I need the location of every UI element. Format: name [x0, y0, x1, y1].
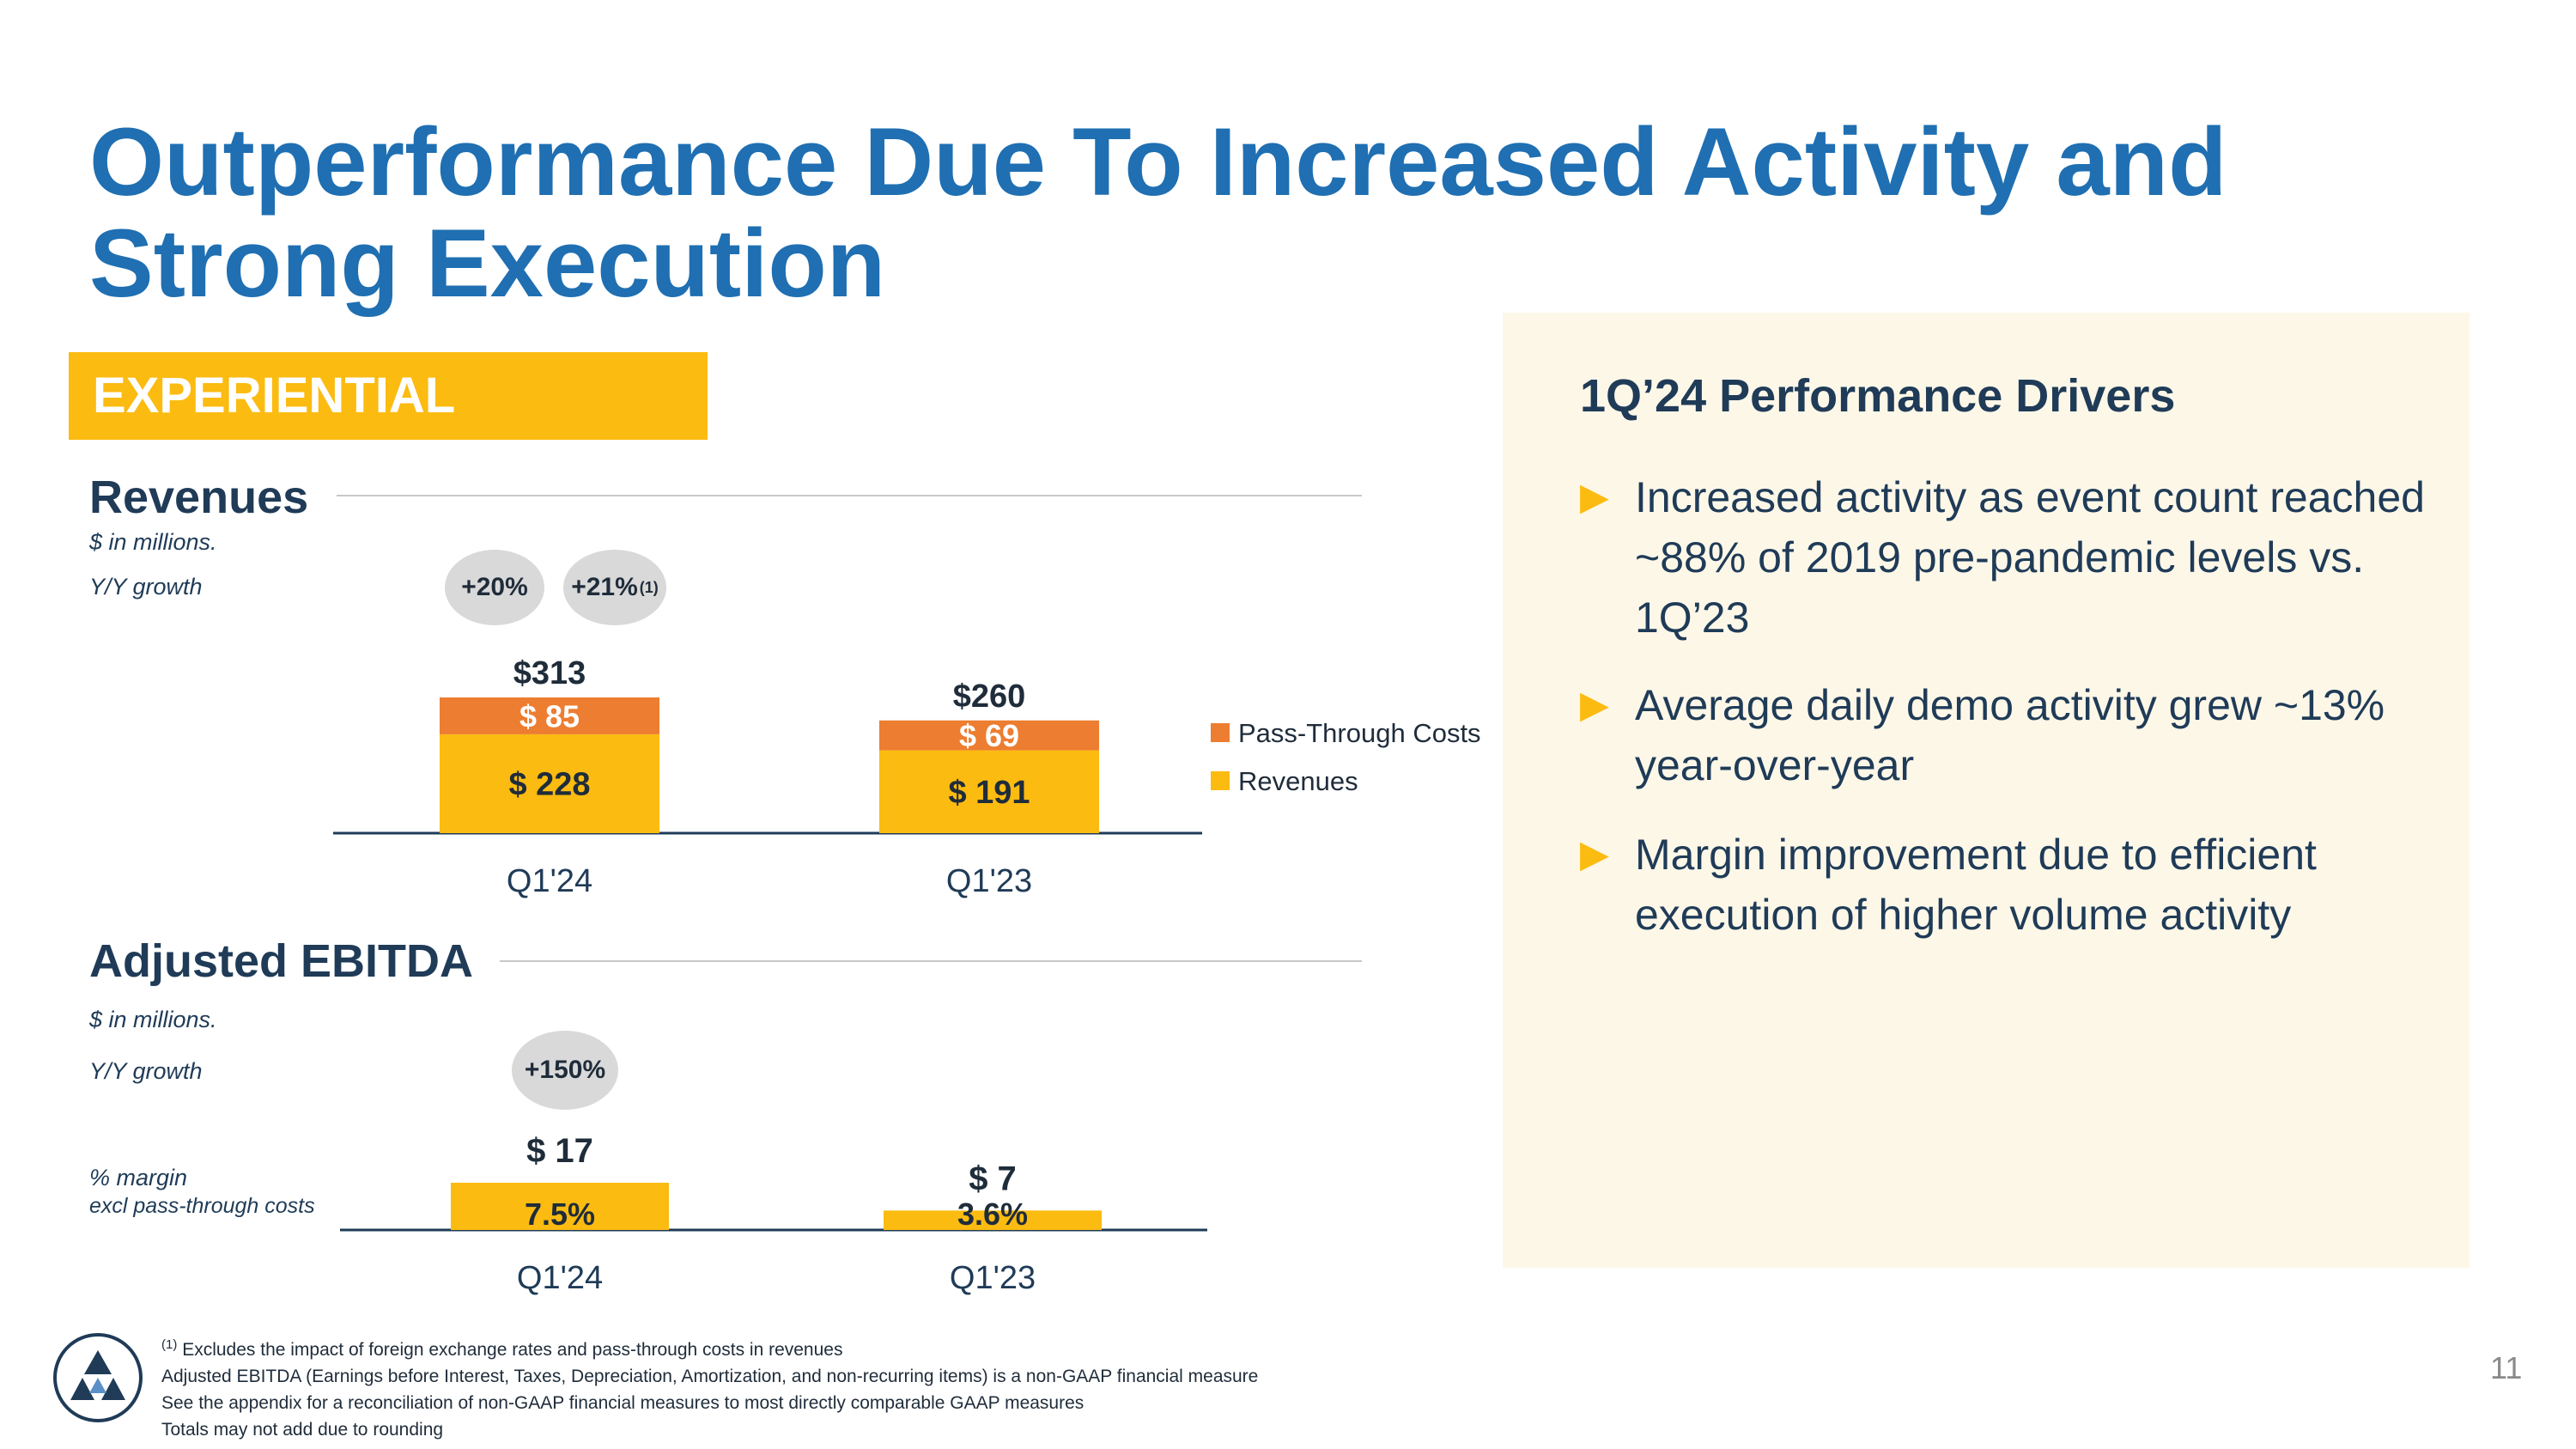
revenues-unit-note: $ in millions.: [89, 529, 217, 555]
total-value-label: $260: [953, 679, 1026, 715]
category-label: Q1'24: [507, 863, 592, 899]
company-logo: [53, 1333, 143, 1422]
category-label: Q1'23: [950, 1260, 1036, 1296]
legend-label: Revenues: [1238, 766, 1358, 796]
footnote-line: Adjusted EBITDA (Earnings before Interes…: [161, 1367, 1259, 1386]
drivers-title: 1Q’24 Performance Drivers: [1580, 370, 2176, 422]
footnote-line: (1) Excludes the impact of foreign excha…: [161, 1337, 843, 1360]
driver-bullet: ▶ Margin improvement due to efficient ex…: [1580, 825, 2439, 945]
margin-label: % margin: [89, 1165, 188, 1190]
ebitda-bar: [451, 1183, 669, 1230]
revenues-growth-pill: +20%: [445, 550, 544, 625]
ebitda-growth-value: +150%: [524, 1056, 606, 1084]
driver-bullet: ▶ Increased activity as event count reac…: [1580, 467, 2439, 648]
pass-through-value-label: $ 69: [959, 718, 1019, 753]
category-label: Q1'24: [517, 1260, 603, 1296]
driver-bullet: ▶ Average daily demo activity grew ~13% …: [1580, 675, 2439, 795]
revenues-growth-value: +20%: [461, 573, 528, 601]
margin-value-label: 7.5%: [525, 1196, 595, 1232]
ebitda-unit-note: $ in millions.: [89, 1007, 217, 1032]
revenues-growth-value-adjusted: +21%: [571, 573, 638, 601]
revenues-divider: [337, 495, 1362, 496]
drivers-panel: [1503, 313, 2470, 1268]
segment-badge: EXPERIENTIAL SERVICES: [69, 352, 708, 511]
footnote-marker: (1): [161, 1337, 178, 1352]
footnote-marker: (1): [639, 578, 659, 596]
legend-swatch: [1211, 723, 1230, 742]
ebitda-value-label: $ 17: [526, 1132, 593, 1170]
revenues-growth-pill-adjusted: +21% (1): [563, 550, 666, 625]
margin-value-label: 3.6%: [957, 1196, 1028, 1232]
page-title: Outperformance Due To Increased Activity…: [89, 108, 2227, 317]
ebitda-growth-label: Y/Y growth: [89, 1058, 203, 1084]
triangle-bullet-icon: ▶: [1580, 833, 1609, 875]
category-label: Q1'23: [946, 863, 1032, 899]
footnote-line: See the appendix for a reconciliation of…: [161, 1393, 1084, 1413]
driver-text: Average daily demo activity grew ~13% ye…: [1635, 681, 2385, 789]
legend-label: Pass-Through Costs: [1238, 718, 1481, 748]
revenue-value-label: $ 191: [948, 775, 1030, 811]
revenues-heading: Revenues: [89, 472, 309, 523]
ebitda-chart: 7.5% $ 17 Q1'24 3.6%$ 7 Q1'23: [340, 1132, 1207, 1296]
footnotes: (1) Excludes the impact of foreign excha…: [161, 1331, 1258, 1443]
page-number: 11: [2490, 1350, 2523, 1385]
ebitda-heading: Adjusted EBITDA: [89, 935, 474, 987]
revenues-chart: $ 228 $ 85 $313 Q1'24 $ 191 $ 69$260 Q1'23 Pass…: [333, 655, 1481, 899]
ebitda-bar: [884, 1210, 1102, 1230]
ebitda-growth-pill: +150%: [512, 1031, 618, 1110]
revenue-bar: [440, 734, 659, 833]
triangle-bullet-icon: ▶: [1580, 684, 1609, 726]
driver-text: Increased activity as event count reache…: [1635, 473, 2425, 642]
driver-text: Margin improvement due to efficient exec…: [1635, 831, 2317, 939]
revenue-bar: [879, 750, 1099, 833]
pass-through-bar: [440, 697, 659, 734]
total-value-label: $313: [513, 655, 586, 691]
legend-swatch: [1211, 771, 1230, 790]
revenue-value-label: $ 228: [508, 766, 590, 802]
pass-through-bar: [879, 720, 1099, 751]
triangle-bullet-icon: ▶: [1580, 476, 1609, 518]
margin-sublabel: excl pass-through costs: [89, 1194, 315, 1218]
footnote-line: Totals may not add due to rounding: [161, 1420, 444, 1440]
revenues-growth-label: Y/Y growth: [89, 574, 203, 600]
pass-through-value-label: $ 85: [519, 698, 580, 734]
ebitda-value-label: $ 7: [969, 1160, 1017, 1197]
ebitda-divider: [500, 960, 1362, 962]
